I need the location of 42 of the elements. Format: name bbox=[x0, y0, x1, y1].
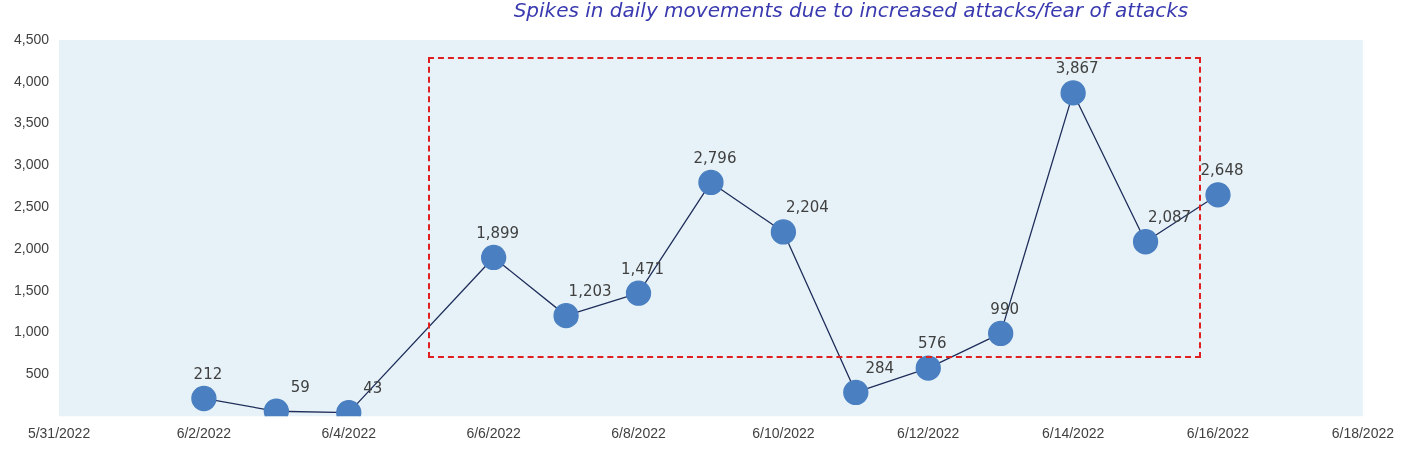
data-label: 3,867 bbox=[1055, 59, 1099, 78]
x-tick-label: 5/31/2022 bbox=[27, 425, 91, 442]
data-label: 2,796 bbox=[693, 148, 737, 167]
x-tick-label: 6/8/2022 bbox=[611, 425, 666, 442]
point bbox=[915, 355, 941, 381]
text: Spikes in daily movements due to increased attacks/fear of attacks bbox=[513, 0, 1189, 23]
point bbox=[770, 219, 797, 245]
y-tick-label: 1,500 bbox=[13, 281, 50, 298]
point bbox=[1205, 182, 1231, 208]
data-label: 59 bbox=[290, 377, 310, 396]
y-tick-label: 3,500 bbox=[13, 114, 50, 131]
x-tick-label: 6/4/2022 bbox=[321, 425, 377, 442]
x-tick-label: 6/10/2022 bbox=[752, 425, 815, 442]
y-tick-label: 2,000 bbox=[13, 239, 50, 256]
point bbox=[1132, 229, 1159, 255]
point bbox=[843, 379, 869, 406]
x-tick-label: 6/14/2022 bbox=[1041, 425, 1105, 442]
data-label: 2,648 bbox=[1200, 161, 1244, 180]
data-label: 576 bbox=[917, 334, 947, 353]
x-tick-label: 6/6/2022 bbox=[466, 425, 522, 442]
data-label: 212 bbox=[193, 364, 223, 383]
point bbox=[1060, 80, 1086, 106]
point bbox=[480, 244, 507, 271]
point bbox=[553, 302, 579, 329]
x-tick-label: 6/18/2022 bbox=[1331, 425, 1395, 442]
y-tick-label: 3,000 bbox=[13, 156, 50, 173]
data-label: 1,899 bbox=[476, 223, 520, 242]
y-tick-label: 4,000 bbox=[13, 72, 50, 89]
data-label: 284 bbox=[865, 358, 895, 377]
x-tick-label: 6/12/2022 bbox=[897, 425, 960, 442]
x-tick-label: 6/16/2022 bbox=[1186, 425, 1250, 442]
y-tick-label: 2,500 bbox=[13, 198, 50, 215]
data-label: 2,204 bbox=[785, 198, 829, 217]
point bbox=[698, 169, 724, 196]
y-tick-label: 500 bbox=[25, 365, 50, 382]
x-tick-label: 6/2/2022 bbox=[176, 425, 232, 442]
point bbox=[191, 385, 217, 412]
point bbox=[988, 320, 1014, 347]
data-label: 1,203 bbox=[568, 282, 612, 301]
y-tick-label: 1,000 bbox=[13, 323, 50, 340]
y-tick-label: 4,500 bbox=[13, 30, 50, 47]
point bbox=[625, 280, 652, 306]
